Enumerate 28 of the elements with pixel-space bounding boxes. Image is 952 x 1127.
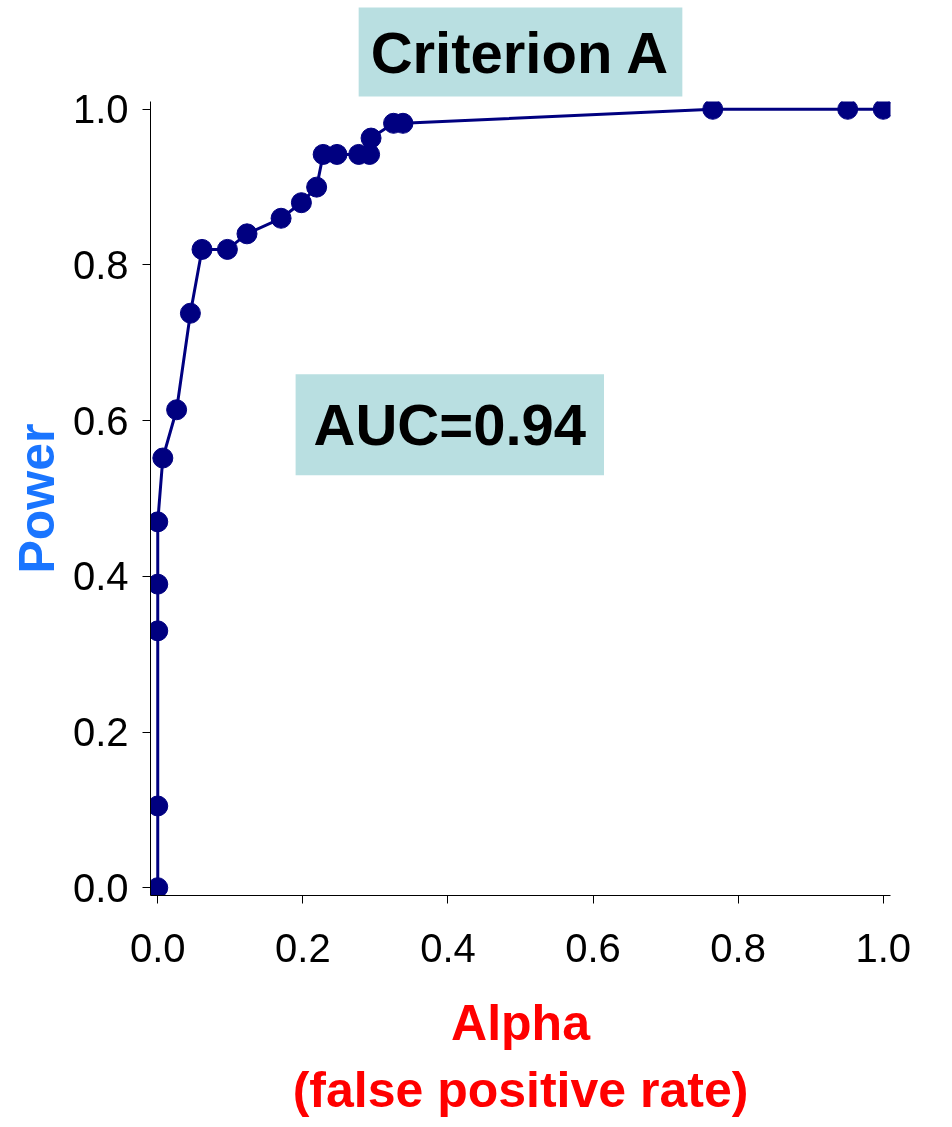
x-tick-label: 0.6 bbox=[565, 925, 621, 970]
point bbox=[216, 238, 238, 260]
chart-title: Criterion A bbox=[370, 19, 669, 85]
point bbox=[290, 192, 312, 214]
point bbox=[191, 238, 213, 260]
point bbox=[179, 302, 201, 324]
point bbox=[270, 207, 292, 229]
y-tick-label: 1.0 bbox=[72, 87, 129, 132]
point bbox=[702, 101, 724, 120]
x-axis-title: Alpha (false positive rate) bbox=[292, 994, 749, 1118]
x-tick-label: 0.4 bbox=[420, 925, 476, 970]
x-tick-label: 0.8 bbox=[710, 925, 766, 970]
y-tick-label: 0.8 bbox=[72, 242, 129, 287]
y-tick-label: 0.2 bbox=[72, 710, 129, 755]
point bbox=[306, 176, 328, 198]
x-tick-label: 1.0 bbox=[855, 925, 912, 970]
x-tick-label: 0.2 bbox=[275, 925, 331, 970]
y-tick-label: 0.4 bbox=[72, 554, 129, 599]
y-tick-label: 0.6 bbox=[72, 398, 129, 443]
point bbox=[152, 447, 174, 469]
y-tick-label: 0.0 bbox=[72, 865, 129, 910]
point bbox=[236, 223, 258, 245]
point bbox=[166, 399, 188, 421]
x-tick-label: 0.0 bbox=[129, 925, 186, 970]
point bbox=[837, 101, 859, 120]
y-axis-title: Power bbox=[8, 423, 65, 574]
point bbox=[360, 127, 382, 149]
annotation: AUC=0.94 bbox=[313, 392, 587, 458]
